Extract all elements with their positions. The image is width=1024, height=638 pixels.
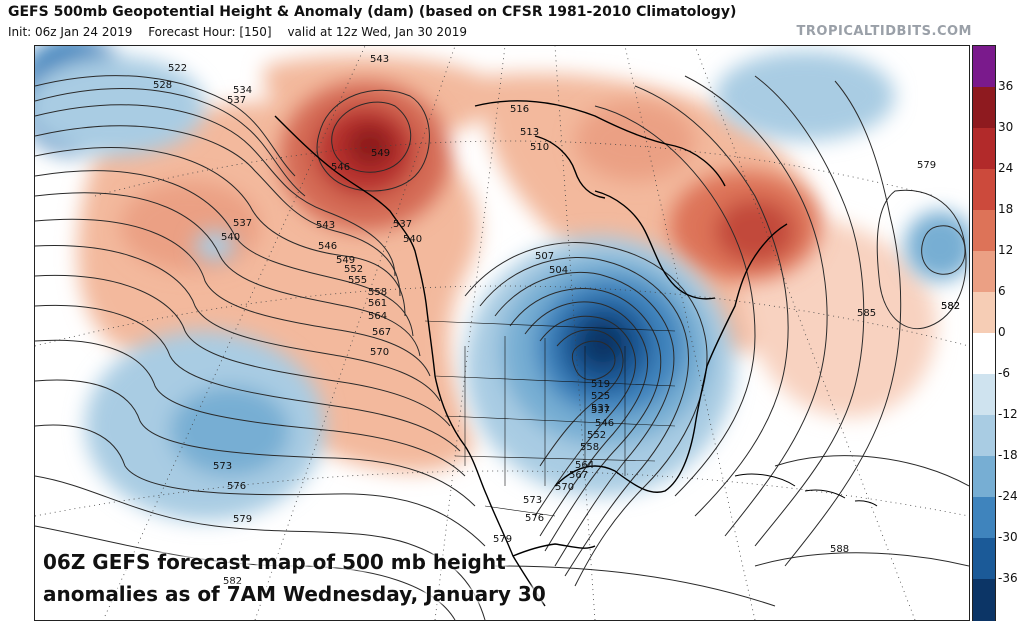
contour-label: 540 [403,234,422,245]
forecast-caption: 06Z GEFS forecast map of 500 mb height a… [43,546,546,610]
contour-label: 531 [591,403,610,414]
colorbar-tick-label: 36 [998,79,1014,93]
contour-label: 576 [227,481,246,492]
contour-label: 504 [549,265,568,276]
colorbar-segment [973,333,995,375]
contour-label: 522 [168,63,187,74]
colorbar-tick-label: 12 [998,243,1014,257]
map-title: GEFS 500mb Geopotential Height & Anomaly… [8,4,737,20]
political-borders [424,320,676,517]
height-contours [35,75,969,620]
contour-label: 549 [371,148,390,159]
map-canvas: 522 528 534 537 543 549 546 537 540 543 … [35,46,969,620]
caption-line-1: 06Z GEFS forecast map of 500 mb height [43,550,506,574]
contour-label: 516 [510,104,529,115]
contour-label: 555 [348,275,367,286]
contour-label: 579 [233,514,252,525]
contour-label: 579 [917,160,936,171]
colorbar-tick-label: -24 [998,489,1018,503]
contour-label: 567 [569,470,588,481]
contour-label: 543 [370,54,389,65]
contour-label: 561 [368,298,387,309]
contour-label: 552 [587,430,606,441]
contour-label: 585 [857,308,876,319]
contour-label: 552 [344,264,363,275]
anomaly-colorbar [972,45,996,621]
contour-label: 546 [595,418,614,429]
colorbar-segment [973,292,995,334]
colorbar-segment [973,251,995,293]
coastlines [274,100,788,607]
colorbar-segment [973,538,995,580]
colorbar-tick-label: 6 [998,284,1006,298]
colorbar-segment [973,128,995,170]
contour-label: 579 [493,534,512,545]
colorbar-segment [973,374,995,416]
map-subtitle: Init: 06z Jan 24 2019 Forecast Hour: [15… [8,25,479,39]
contour-label: 567 [372,327,391,338]
colorbar-segment [973,87,995,129]
colorbar-segment [973,169,995,211]
contour-label: 507 [535,251,554,262]
contour-label: 546 [318,241,337,252]
init-time: Init: 06z Jan 24 2019 [8,25,133,39]
colorbar-tick-label: -12 [998,407,1018,421]
contour-label: 558 [580,442,599,453]
contour-label: 570 [555,482,574,493]
contour-label: 570 [370,347,389,358]
contour-label: 576 [525,513,544,524]
graticule [35,46,969,620]
contour-label: 573 [213,461,232,472]
colorbar-segment [973,456,995,498]
contour-label: 582 [941,301,960,312]
colorbar-tick-label: -30 [998,530,1018,544]
contour-label: 546 [331,162,350,173]
colorbar-tick-label: -18 [998,448,1018,462]
colorbar-segment [973,579,995,621]
contour-label: 558 [368,287,387,298]
contour-label: 543 [316,220,335,231]
forecast-hour: Forecast Hour: [150] [148,25,272,39]
contour-label: 528 [153,80,172,91]
brand-watermark: TROPICALTIDBITS.COM [796,24,972,39]
contour-label: 525 [591,391,610,402]
valid-time: valid at 12z Wed, Jan 30 2019 [287,25,467,39]
contour-label: 582 [941,301,960,312]
anomaly-map: 522 528 534 537 543 549 546 537 540 543 … [34,45,970,621]
colorbar-tick-label: 0 [998,325,1006,339]
colorbar-segment [973,415,995,457]
contour-label: 564 [575,460,594,471]
contour-label: 549 [336,255,355,266]
caribbean-islands [734,473,878,507]
contour-label: 573 [523,495,542,506]
negative-anomaly-field [35,46,969,521]
colorbar-tick-label: -36 [998,571,1018,585]
contour-label: 564 [368,311,387,322]
colorbar-segment [973,497,995,539]
contour-label: 537 [227,95,246,106]
colorbar-tick-label: 18 [998,202,1014,216]
contour-labels: 522 528 534 537 543 549 546 537 540 543 … [153,54,960,587]
colorbar-tick-label: 30 [998,120,1014,134]
colorbar-tick-label: 24 [998,161,1014,175]
colorbar-segment [973,46,995,88]
colorbar-tick-label: -6 [998,366,1010,380]
contour-label: 537 [591,405,610,416]
caption-line-2: anomalies as of 7AM Wednesday, January 3… [43,582,546,606]
colorbar-segment [973,210,995,252]
contour-label: 537 [393,219,412,230]
contour-label: 519 [591,379,610,390]
contour-label: 588 [830,544,849,555]
contour-label: 510 [530,142,549,153]
contour-label: 537 [233,218,252,229]
contour-label: 540 [221,232,240,243]
contour-label: 534 [233,85,252,96]
contour-label: 582 [223,576,242,587]
contour-label: 513 [520,127,539,138]
